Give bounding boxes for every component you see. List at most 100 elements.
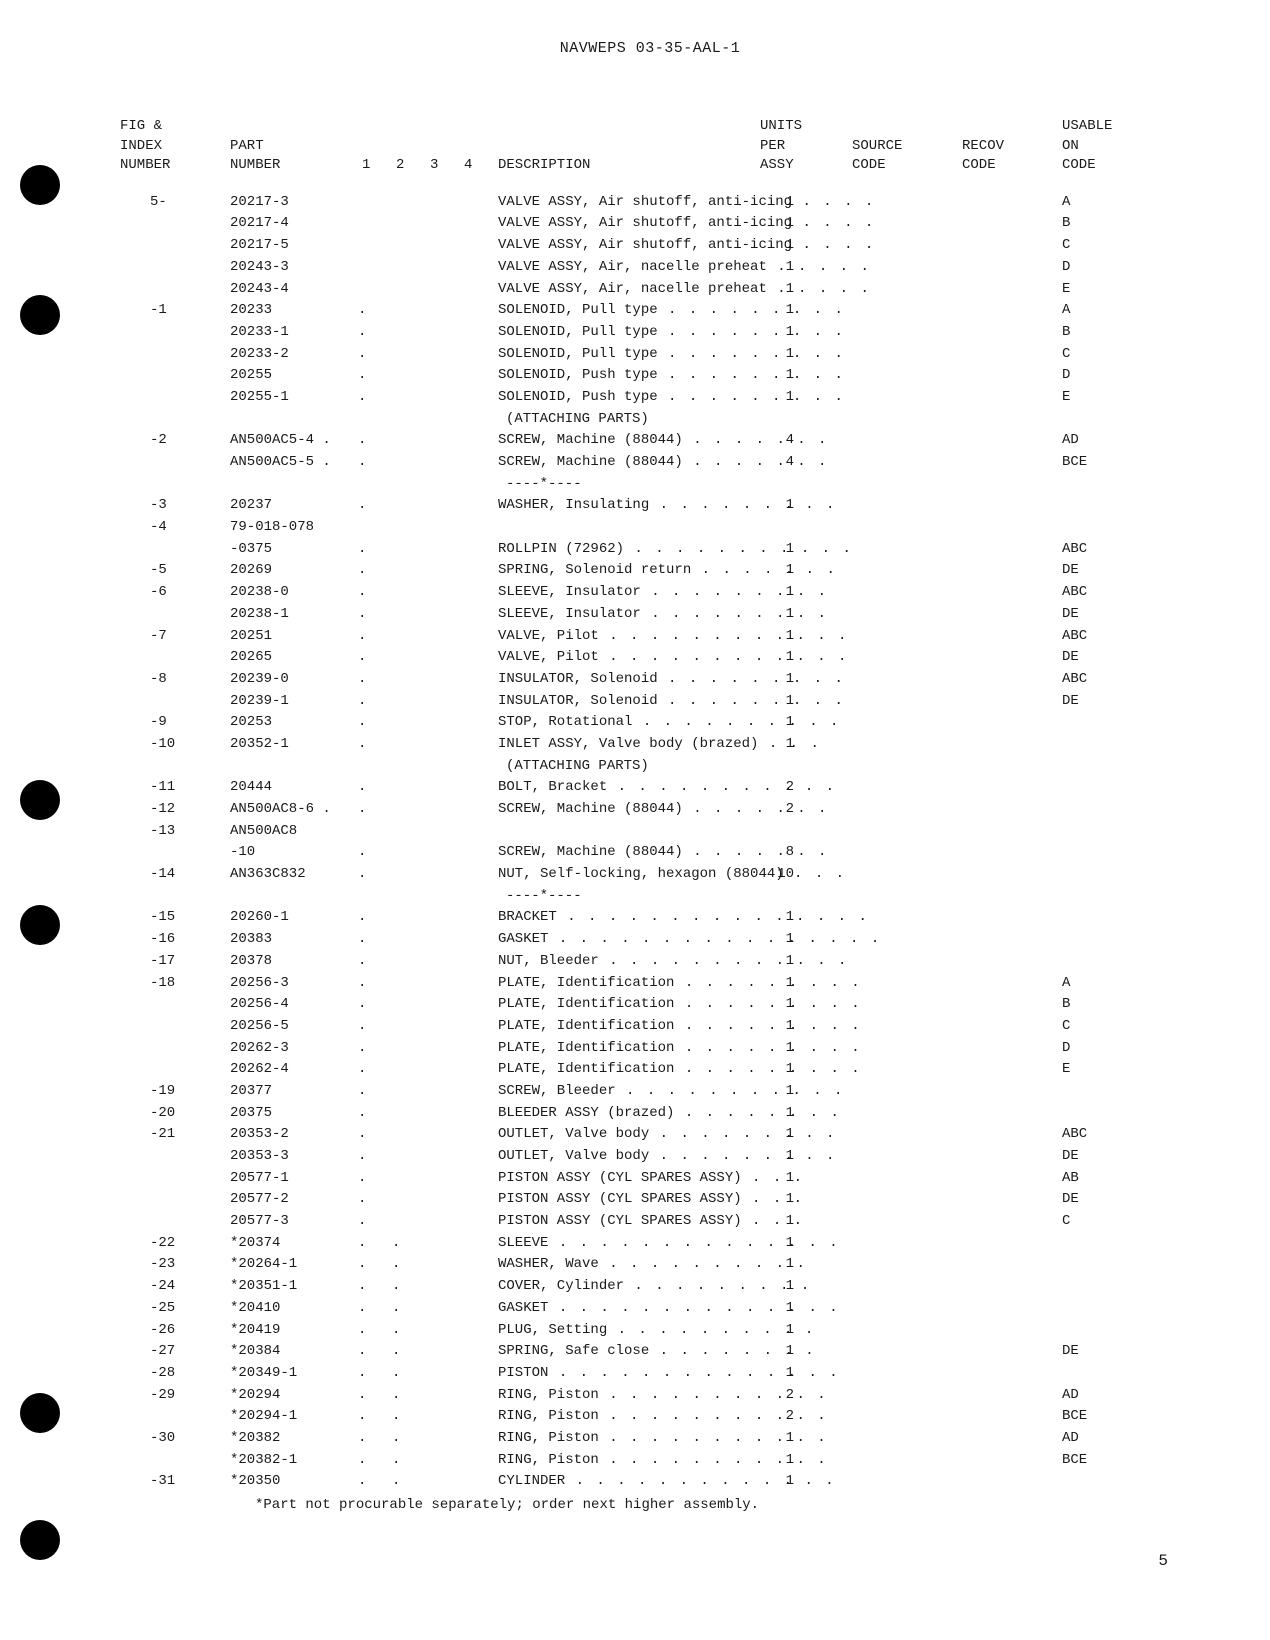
cell-units: 1	[760, 1016, 852, 1038]
cell-source	[852, 1298, 962, 1320]
cell-units: 1	[760, 1211, 852, 1233]
cell-units: 1	[760, 322, 852, 344]
cell-fig	[120, 235, 230, 257]
cell-description: SCREW, Machine (88044) . . . . . . .	[498, 799, 760, 821]
punch-hole	[20, 295, 60, 335]
cell-indent: .	[358, 1124, 498, 1146]
cell-source	[852, 647, 962, 669]
cell-source	[852, 777, 962, 799]
cell-fig: -24	[120, 1276, 230, 1298]
cell-usable: D	[1062, 1038, 1152, 1060]
cell-units: 1	[760, 1124, 852, 1146]
cell-usable	[1062, 951, 1152, 973]
cell-indent: .	[358, 344, 498, 366]
cell-usable	[1062, 821, 1152, 843]
cell-units: 1	[760, 1103, 852, 1125]
cell-recov	[962, 1363, 1062, 1385]
cell-description: INLET ASSY, Valve body (brazed) . . .	[498, 734, 760, 756]
cell-fig: -29	[120, 1385, 230, 1407]
cell-fig: -22	[120, 1233, 230, 1255]
table-row: -14AN363C832.NUT, Self-locking, hexagon …	[120, 864, 1180, 886]
cell-part: 79-018-078	[230, 517, 358, 539]
cell-fig: -1	[120, 300, 230, 322]
cell-recov	[962, 669, 1062, 691]
table-row: 20255-1.SOLENOID, Push type . . . . . . …	[120, 387, 1180, 409]
cell-usable: B	[1062, 994, 1152, 1016]
cell-units: 4	[760, 452, 852, 474]
cell-description: VALVE, Pilot . . . . . . . . . . . .	[498, 626, 760, 648]
cell-part: 20239-1	[230, 691, 358, 713]
cell-description: COVER, Cylinder . . . . . . . . .	[498, 1276, 760, 1298]
cell-fig: -9	[120, 712, 230, 734]
cell-fig	[120, 994, 230, 1016]
table-row: -23*20264-1..WASHER, Wave . . . . . . . …	[120, 1254, 1180, 1276]
cell-part: *20382-1	[230, 1450, 358, 1472]
cell-fig	[120, 647, 230, 669]
cell-recov	[962, 1254, 1062, 1276]
cell-fig	[120, 213, 230, 235]
cell-units: 1	[760, 387, 852, 409]
cell-description: SPRING, Safe close . . . . . . . .	[498, 1341, 760, 1363]
cell-recov	[962, 1081, 1062, 1103]
cell-part: *20294	[230, 1385, 358, 1407]
cell-fig	[120, 1168, 230, 1190]
table-body: 5-20217-3VALVE ASSY, Air shutoff, anti-i…	[120, 192, 1180, 1493]
document-header: NAVWEPS 03-35-AAL-1	[120, 40, 1180, 57]
cell-description: SOLENOID, Push type . . . . . . . . .	[498, 387, 760, 409]
cell-fig	[120, 1406, 230, 1428]
cell-units: 1	[760, 1254, 852, 1276]
cell-indent: .	[358, 387, 498, 409]
cell-units: 1	[760, 973, 852, 995]
section-note: ----*----	[358, 474, 620, 496]
cell-part: 20239-0	[230, 669, 358, 691]
cell-source	[852, 1450, 962, 1472]
cell-usable: BCE	[1062, 452, 1152, 474]
cell-part: AN500AC5-4 .	[230, 430, 358, 452]
cell-source	[852, 1168, 962, 1190]
cell-units: 1	[760, 734, 852, 756]
cell-usable	[1062, 929, 1152, 951]
cell-part: 20238-1	[230, 604, 358, 626]
cell-description: PISTON ASSY (CYL SPARES ASSY) . . .	[498, 1189, 760, 1211]
table-row: 20233-1.SOLENOID, Pull type . . . . . . …	[120, 322, 1180, 344]
cell-description: NUT, Bleeder . . . . . . . . . . . .	[498, 951, 760, 973]
cell-recov	[962, 539, 1062, 561]
cell-part: *20351-1	[230, 1276, 358, 1298]
cell-units: 1	[760, 300, 852, 322]
cell-source	[852, 864, 962, 886]
cell-recov	[962, 1103, 1062, 1125]
table-row: -1520260-1.BRACKET . . . . . . . . . . .…	[120, 907, 1180, 929]
cell-fig: -17	[120, 951, 230, 973]
cell-usable: DE	[1062, 1341, 1152, 1363]
cell-units: 2	[760, 799, 852, 821]
cell-usable	[1062, 907, 1152, 929]
table-row: (ATTACHING PARTS)	[120, 409, 1180, 431]
table-row: -28*20349-1..PISTON . . . . . . . . . . …	[120, 1363, 1180, 1385]
cell-usable: E	[1062, 387, 1152, 409]
cell-source	[852, 1124, 962, 1146]
cell-usable: C	[1062, 344, 1152, 366]
cell-indent	[358, 257, 498, 279]
section-note: (ATTACHING PARTS)	[358, 409, 620, 431]
table-row: -1020352-1.INLET ASSY, Valve body (braze…	[120, 734, 1180, 756]
cell-source	[852, 452, 962, 474]
cell-usable	[1062, 1363, 1152, 1385]
cell-usable: A	[1062, 973, 1152, 995]
cell-units: 1	[760, 907, 852, 929]
cell-fig: -23	[120, 1254, 230, 1276]
cell-units: 1	[760, 1059, 852, 1081]
cell-description: INSULATOR, Solenoid . . . . . . . . .	[498, 669, 760, 691]
cell-source	[852, 951, 962, 973]
cell-source	[852, 560, 962, 582]
cell-indent: .	[358, 842, 498, 864]
cell-part: 20233-1	[230, 322, 358, 344]
cell-recov	[962, 235, 1062, 257]
table-row: -2120353-2.OUTLET, Valve body . . . . . …	[120, 1124, 1180, 1146]
cell-part: 20260-1	[230, 907, 358, 929]
table-row: 5-20217-3VALVE ASSY, Air shutoff, anti-i…	[120, 192, 1180, 214]
table-row: -2020375.BLEEDER ASSY (brazed) . . . . .…	[120, 1103, 1180, 1125]
cell-units: 1	[760, 539, 852, 561]
cell-recov	[962, 430, 1062, 452]
cell-description: BLEEDER ASSY (brazed) . . . . . . . .	[498, 1103, 760, 1125]
cell-recov	[962, 213, 1062, 235]
